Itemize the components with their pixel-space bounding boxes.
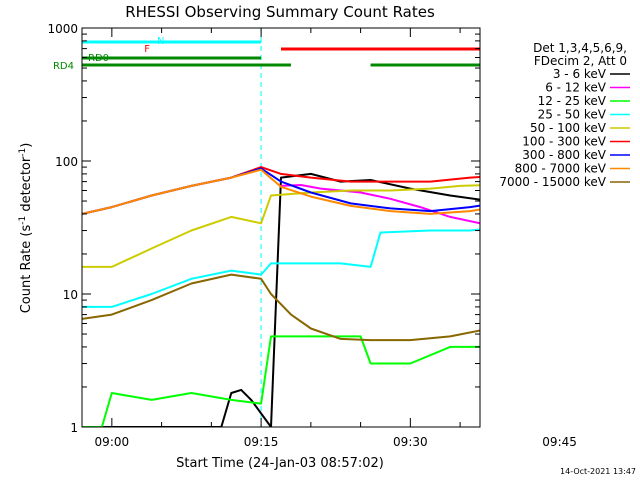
y-tick-label: 100 (55, 155, 78, 169)
y-tick-label: 10 (63, 288, 78, 302)
footer-timestamp: 14-Oct-2021 13:47 (560, 467, 636, 476)
legend-label-6-12-kev: 6 - 12 keV (545, 81, 607, 95)
legend-label-7000-15000-kev: 7000 - 15000 keV (499, 175, 606, 189)
legend-label-50-100-kev: 50 - 100 keV (530, 121, 607, 135)
flag-label-rd0: RD0 (88, 53, 109, 64)
y-axis-label-main: Count Rate (s (19, 225, 34, 314)
legend-label-300-800-kev: 300 - 800 keV (522, 148, 606, 162)
plot-clip-group (82, 28, 480, 427)
y-axis-label-sup1: -1 (18, 216, 28, 225)
y-axis-label-end: ) (19, 143, 34, 148)
y-axis-label-mid: detector (19, 156, 34, 216)
legend-label-800-7000-kev: 800 - 7000 keV (515, 162, 607, 176)
series-line-7000-15000-kev (82, 273, 480, 342)
flag-label-f: F (144, 44, 150, 55)
plot-area: NF RD0 RD4 (53, 28, 480, 427)
legend-label-12-25-kev: 12 - 25 keV (538, 94, 607, 108)
legend-label-25-50-kev: 25 - 50 keV (538, 108, 607, 122)
x-tick-label: 09:30 (393, 435, 428, 449)
series-line-100-300-kev (82, 166, 480, 215)
flag-label-n: N (157, 36, 164, 47)
legend-label-3-6-kev: 3 - 6 keV (553, 67, 607, 81)
series-line-50-100-kev (82, 184, 480, 268)
series-line-12-25-kev (82, 335, 480, 427)
series-line-3-6-kev (82, 172, 480, 427)
legend: Det 1,3,4,5,6,9, FDecim 2, Att 0 3 - 6 k… (499, 41, 630, 189)
x-tick-label: 09:00 (95, 435, 130, 449)
y-axis: 1 10 100 1000 (47, 22, 480, 435)
plot-frame (81, 27, 481, 428)
legend-header-line-1: Det 1,3,4,5,6,9, (533, 41, 627, 55)
series-line-25-50-kev (82, 228, 480, 308)
x-axis-label: Start Time (24-Jan-03 08:57:02) (176, 456, 384, 471)
series-line-6-12-kev (280, 184, 480, 225)
chart-title: RHESSI Observing Summary Count Rates (125, 3, 435, 21)
y-tick-label: 1000 (47, 22, 78, 36)
y-tick-label: 1 (70, 421, 78, 435)
legend-header-line-2: FDecim 2, Att 0 (534, 54, 627, 68)
x-tick-label: 09:15 (244, 435, 279, 449)
x-tick-label: 09:45 (542, 435, 577, 449)
y-axis-label-sup2: -1 (18, 148, 28, 157)
y-axis-label: Count Rate (s-1 detector-1) (18, 143, 34, 314)
flag-label-rd4: RD4 (53, 61, 74, 72)
series-line-800-7000-kev (82, 168, 480, 215)
legend-label-100-300-kev: 100 - 300 keV (522, 135, 606, 149)
